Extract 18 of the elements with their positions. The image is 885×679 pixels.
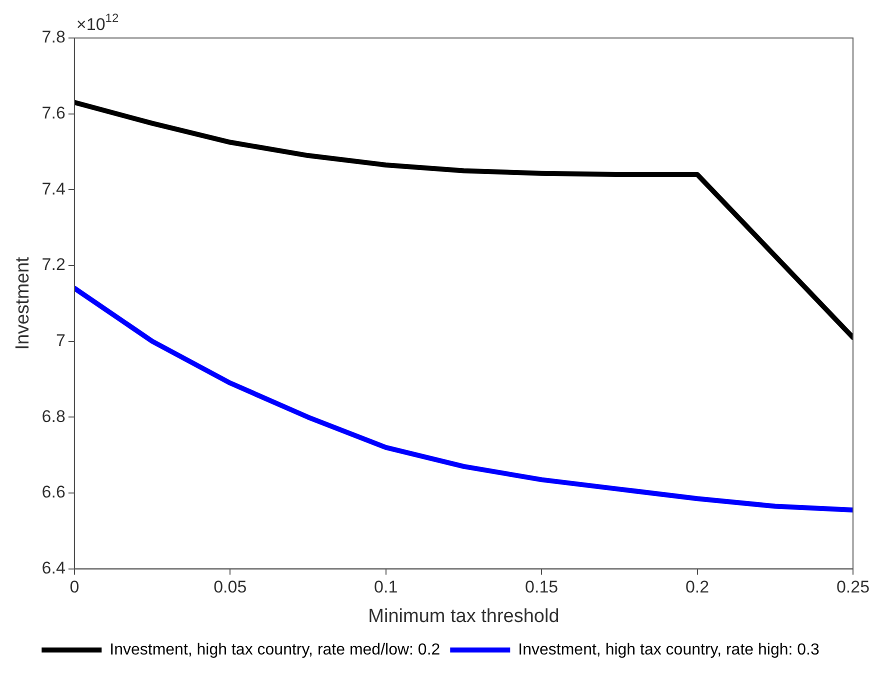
x-tick-label: 0 <box>70 578 80 597</box>
y-tick-label: 7.2 <box>42 255 66 274</box>
y-tick-label: 7.8 <box>42 28 66 47</box>
y-tick-label: 6.4 <box>42 558 66 578</box>
y-tick-label: 7.4 <box>42 179 66 198</box>
x-axis-title: Minimum tax threshold <box>368 606 560 627</box>
legend-label: Investment, high tax country, rate high: 0.3 <box>518 641 820 658</box>
y-tick-label: 6.6 <box>42 482 66 502</box>
x-tick-label: 0.15 <box>525 578 558 597</box>
y-axis-title: Investment <box>12 256 34 350</box>
x-tick-label: 0.1 <box>374 578 398 597</box>
x-tick-label: 0.05 <box>214 578 247 597</box>
legend-label: Investment, high tax country, rate med/low: 0.2 <box>110 641 440 658</box>
x-tick-label: 0.2 <box>685 578 710 597</box>
y-tick-label: 7.6 <box>42 104 66 123</box>
x-tick-label: 0.25 <box>836 578 870 597</box>
y-tick-label: 6.8 <box>42 406 66 426</box>
y-tick-label: 7 <box>56 331 66 350</box>
